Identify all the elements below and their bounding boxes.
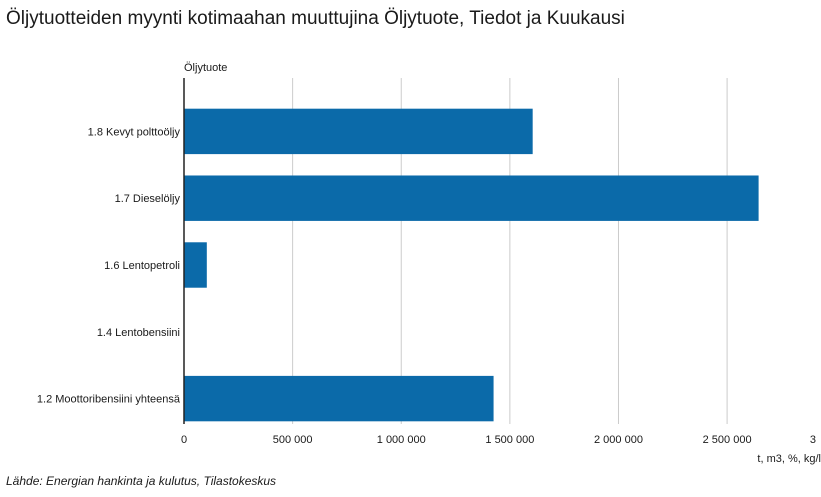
labels: 0 500 000 1 000 000 1 500 000 2 000 000 2 500…	[37, 62, 821, 465]
x-tick-label: 1 500 000	[485, 434, 534, 446]
source-note: Lähde: Energian hankinta ja kulutus, Til…	[6, 474, 277, 488]
bar	[184, 175, 759, 221]
category-label: 1.7 Dieselöljy	[115, 193, 181, 205]
category-label: 1.8 Kevyt polttoöljy	[88, 126, 181, 138]
x-tick-label: 2 000 000	[594, 434, 643, 446]
x-tick-label: 2 500 000	[703, 434, 752, 446]
category-axis-label: Öljytuote	[184, 62, 227, 74]
chart-title: Öljytuotteiden myynti kotimaahan muuttuj…	[6, 8, 625, 29]
bars	[184, 108, 759, 422]
bar	[184, 108, 533, 155]
value-axis-label: t, m3, %, kg/l	[757, 453, 821, 465]
x-tick-label: 0	[181, 434, 187, 446]
bar	[184, 242, 207, 288]
x-tick-label: 3	[810, 434, 816, 446]
category-label: 1.6 Lentopetroli	[104, 260, 180, 272]
category-label: 1.4 Lentobensiini	[97, 327, 180, 339]
x-tick-label: 1 000 000	[377, 434, 426, 446]
x-tick-label: 500 000	[273, 434, 313, 446]
category-label: 1.2 Moottoribensiini yhteensä	[37, 394, 181, 406]
bar	[184, 375, 494, 422]
grid-lines	[292, 78, 728, 424]
